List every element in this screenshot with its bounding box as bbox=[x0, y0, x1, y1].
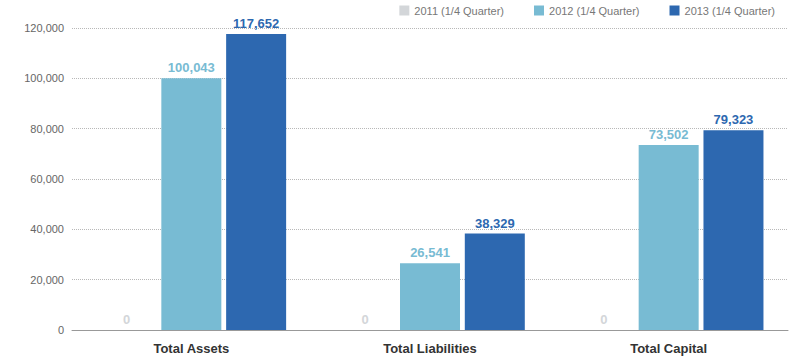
svg-text:73,502: 73,502 bbox=[649, 127, 689, 142]
svg-text:79,323: 79,323 bbox=[714, 112, 754, 127]
svg-text:20,000: 20,000 bbox=[30, 274, 64, 286]
svg-text:100,043: 100,043 bbox=[168, 60, 215, 75]
svg-text:2011 (1/4 Quarter): 2011 (1/4 Quarter) bbox=[414, 5, 504, 17]
svg-text:38,329: 38,329 bbox=[475, 216, 515, 231]
svg-text:80,000: 80,000 bbox=[30, 123, 64, 135]
svg-text:2013 (1/4 Quarter): 2013 (1/4 Quarter) bbox=[685, 5, 776, 17]
svg-text:Total Assets: Total Assets bbox=[153, 341, 229, 356]
svg-text:100,000: 100,000 bbox=[24, 72, 64, 84]
svg-text:0: 0 bbox=[123, 312, 130, 327]
svg-text:0: 0 bbox=[362, 312, 369, 327]
svg-text:40,000: 40,000 bbox=[30, 223, 64, 235]
svg-text:120,000: 120,000 bbox=[24, 22, 64, 34]
svg-text:Total Capital: Total Capital bbox=[630, 341, 707, 356]
svg-text:Total Liabilities: Total Liabilities bbox=[383, 341, 477, 356]
svg-text:60,000: 60,000 bbox=[30, 173, 64, 185]
svg-text:2012 (1/4 Quarter): 2012 (1/4 Quarter) bbox=[549, 5, 640, 17]
svg-text:0: 0 bbox=[600, 312, 607, 327]
svg-text:26,541: 26,541 bbox=[410, 245, 450, 260]
svg-text:0: 0 bbox=[58, 324, 64, 336]
svg-text:117,652: 117,652 bbox=[233, 16, 279, 31]
